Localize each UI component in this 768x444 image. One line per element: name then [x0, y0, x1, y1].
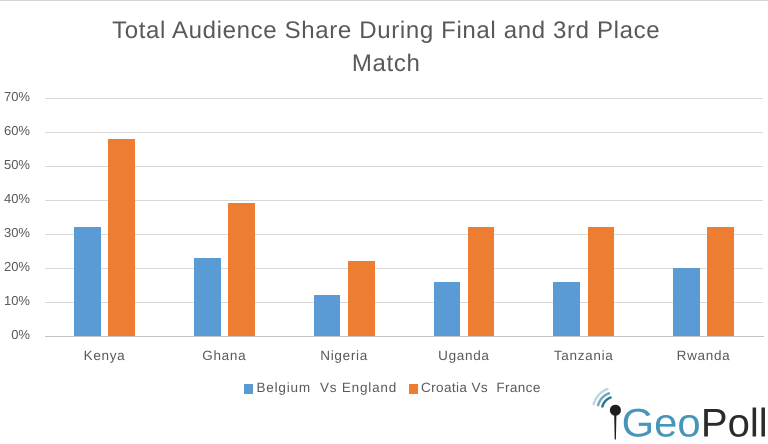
svg-text:Geo: Geo [622, 401, 701, 444]
svg-text:Poll: Poll [701, 401, 768, 444]
